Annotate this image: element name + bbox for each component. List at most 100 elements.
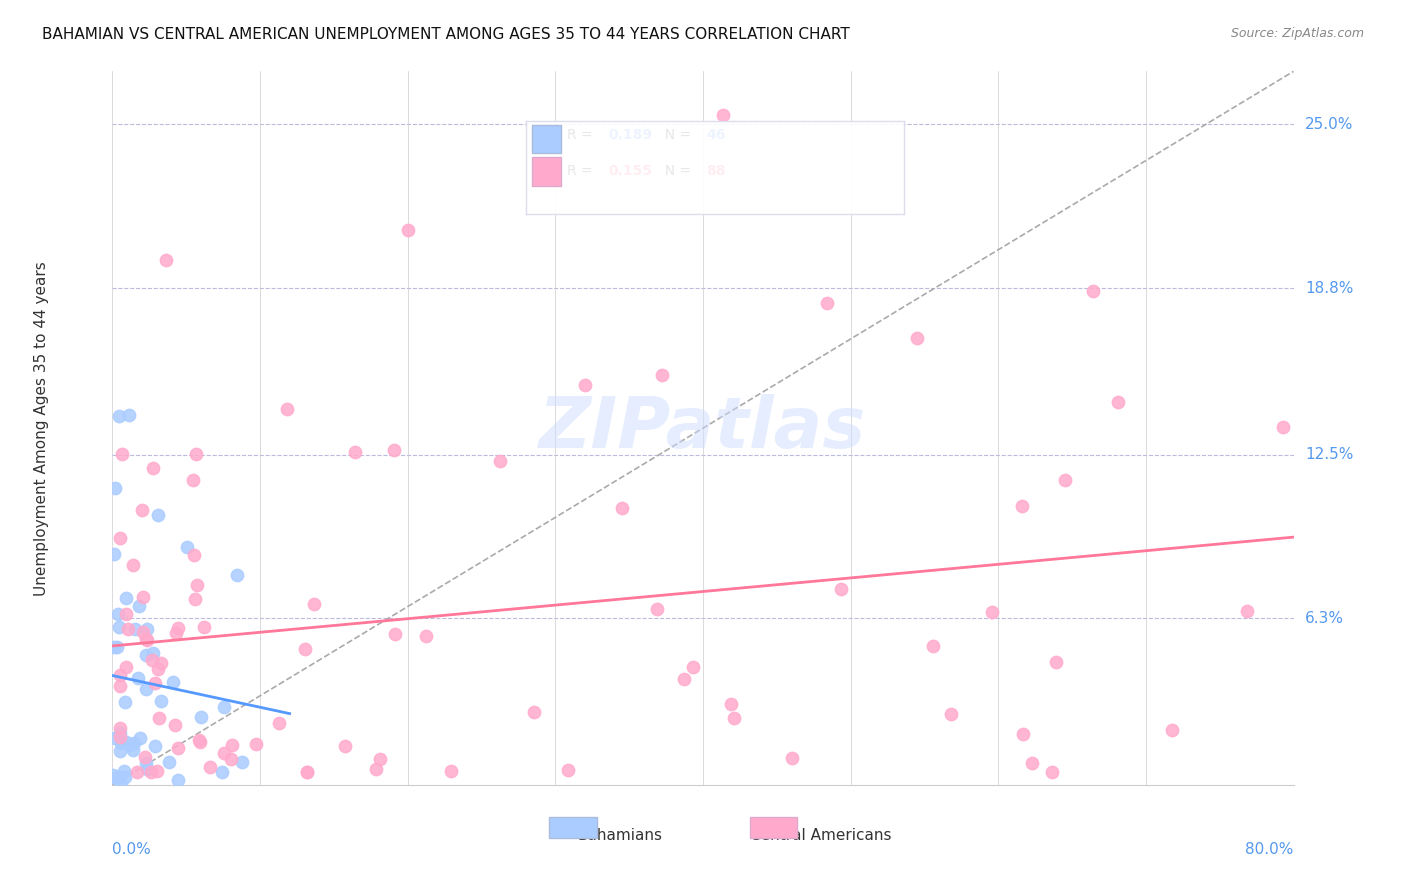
Central Americans: [139, 764, 162, 779]
Central Americans: [382, 442, 405, 457]
Bahamians: [146, 508, 169, 523]
Central Americans: [645, 601, 668, 615]
Central Americans: [155, 252, 177, 267]
Bahamians: [115, 591, 138, 606]
Central Americans: [108, 721, 131, 735]
Bahamians: [128, 599, 150, 614]
Central Americans: [134, 749, 156, 764]
Central Americans: [186, 447, 208, 461]
Central Americans: [489, 454, 512, 468]
Central Americans: [1271, 420, 1294, 434]
Bahamians: [135, 756, 157, 771]
Bahamians: [114, 770, 136, 784]
Central Americans: [146, 662, 169, 676]
Central Americans: [302, 597, 325, 611]
Bahamians: [107, 409, 129, 423]
Central Americans: [343, 445, 366, 459]
Bahamians: [157, 755, 180, 769]
Central Americans: [780, 751, 803, 765]
Central Americans: [143, 676, 166, 690]
Bahamians: [110, 736, 132, 750]
Central Americans: [610, 501, 633, 516]
Central Americans: [141, 653, 163, 667]
Text: N =: N =: [655, 128, 695, 143]
Bahamians: [108, 726, 131, 740]
Central Americans: [212, 747, 235, 761]
Bahamians: [127, 671, 149, 685]
Text: ZIPatlas: ZIPatlas: [540, 393, 866, 463]
Text: 12.5%: 12.5%: [1305, 447, 1354, 462]
Central Americans: [276, 402, 298, 417]
Central Americans: [905, 330, 928, 344]
Central Americans: [523, 706, 546, 720]
Central Americans: [1012, 727, 1035, 741]
Bahamians: [142, 646, 165, 660]
Central Americans: [111, 447, 134, 461]
Bahamians: [103, 640, 125, 654]
Text: 0.189: 0.189: [609, 128, 652, 143]
Central Americans: [167, 741, 190, 756]
Central Americans: [557, 763, 579, 777]
Central Americans: [186, 578, 208, 592]
Text: 88: 88: [707, 164, 725, 178]
Central Americans: [1011, 500, 1033, 514]
Central Americans: [1107, 395, 1129, 409]
Central Americans: [364, 763, 387, 777]
Bahamians: [104, 482, 127, 496]
Bahamians: [190, 710, 212, 724]
Central Americans: [108, 679, 131, 693]
Bahamians: [136, 622, 159, 636]
Central Americans: [830, 582, 852, 596]
Bahamians: [167, 773, 190, 788]
Bahamians: [105, 640, 128, 654]
Central Americans: [396, 223, 419, 237]
Bahamians: [115, 735, 138, 749]
Text: Source: ZipAtlas.com: Source: ZipAtlas.com: [1230, 27, 1364, 40]
Text: BAHAMIAN VS CENTRAL AMERICAN UNEMPLOYMENT AMONG AGES 35 TO 44 YEARS CORRELATION : BAHAMIAN VS CENTRAL AMERICAN UNEMPLOYMEN…: [42, 27, 851, 42]
Bahamians: [122, 736, 145, 750]
Central Americans: [167, 621, 190, 635]
Bahamians: [107, 620, 129, 634]
Central Americans: [297, 764, 319, 779]
Central Americans: [115, 660, 138, 674]
Bahamians: [105, 771, 128, 785]
Central Americans: [1040, 764, 1063, 779]
Central Americans: [135, 632, 157, 647]
Bahamians: [162, 674, 184, 689]
Central Americans: [440, 764, 463, 778]
Bahamians: [135, 681, 157, 696]
Central Americans: [1054, 473, 1077, 487]
Central Americans: [682, 659, 704, 673]
Central Americans: [142, 461, 165, 475]
Central Americans: [415, 629, 437, 643]
Central Americans: [574, 378, 596, 392]
Central Americans: [815, 296, 838, 310]
Central Americans: [188, 734, 211, 748]
Central Americans: [146, 764, 169, 778]
Bahamians: [110, 777, 132, 791]
Bahamians: [135, 648, 157, 663]
Text: Central Americans: Central Americans: [751, 828, 891, 843]
Central Americans: [335, 739, 357, 753]
Text: 0.0%: 0.0%: [112, 842, 152, 857]
Central Americans: [193, 620, 215, 634]
Central Americans: [980, 605, 1002, 619]
Bahamians: [112, 764, 135, 779]
Text: R =: R =: [567, 164, 598, 178]
Bahamians: [225, 567, 247, 582]
Bahamians: [212, 700, 235, 714]
Bahamians: [107, 607, 129, 621]
Text: 25.0%: 25.0%: [1305, 117, 1354, 132]
Bahamians: [114, 695, 136, 709]
Central Americans: [150, 656, 173, 670]
Bahamians: [124, 622, 146, 636]
FancyBboxPatch shape: [751, 817, 797, 838]
Text: 6.3%: 6.3%: [1305, 611, 1344, 626]
Central Americans: [187, 733, 209, 747]
Bahamians: [103, 768, 125, 782]
Bahamians: [176, 540, 198, 554]
Text: Bahamians: Bahamians: [578, 828, 662, 843]
Central Americans: [132, 624, 155, 639]
Central Americans: [1021, 756, 1043, 770]
Central Americans: [135, 632, 157, 647]
